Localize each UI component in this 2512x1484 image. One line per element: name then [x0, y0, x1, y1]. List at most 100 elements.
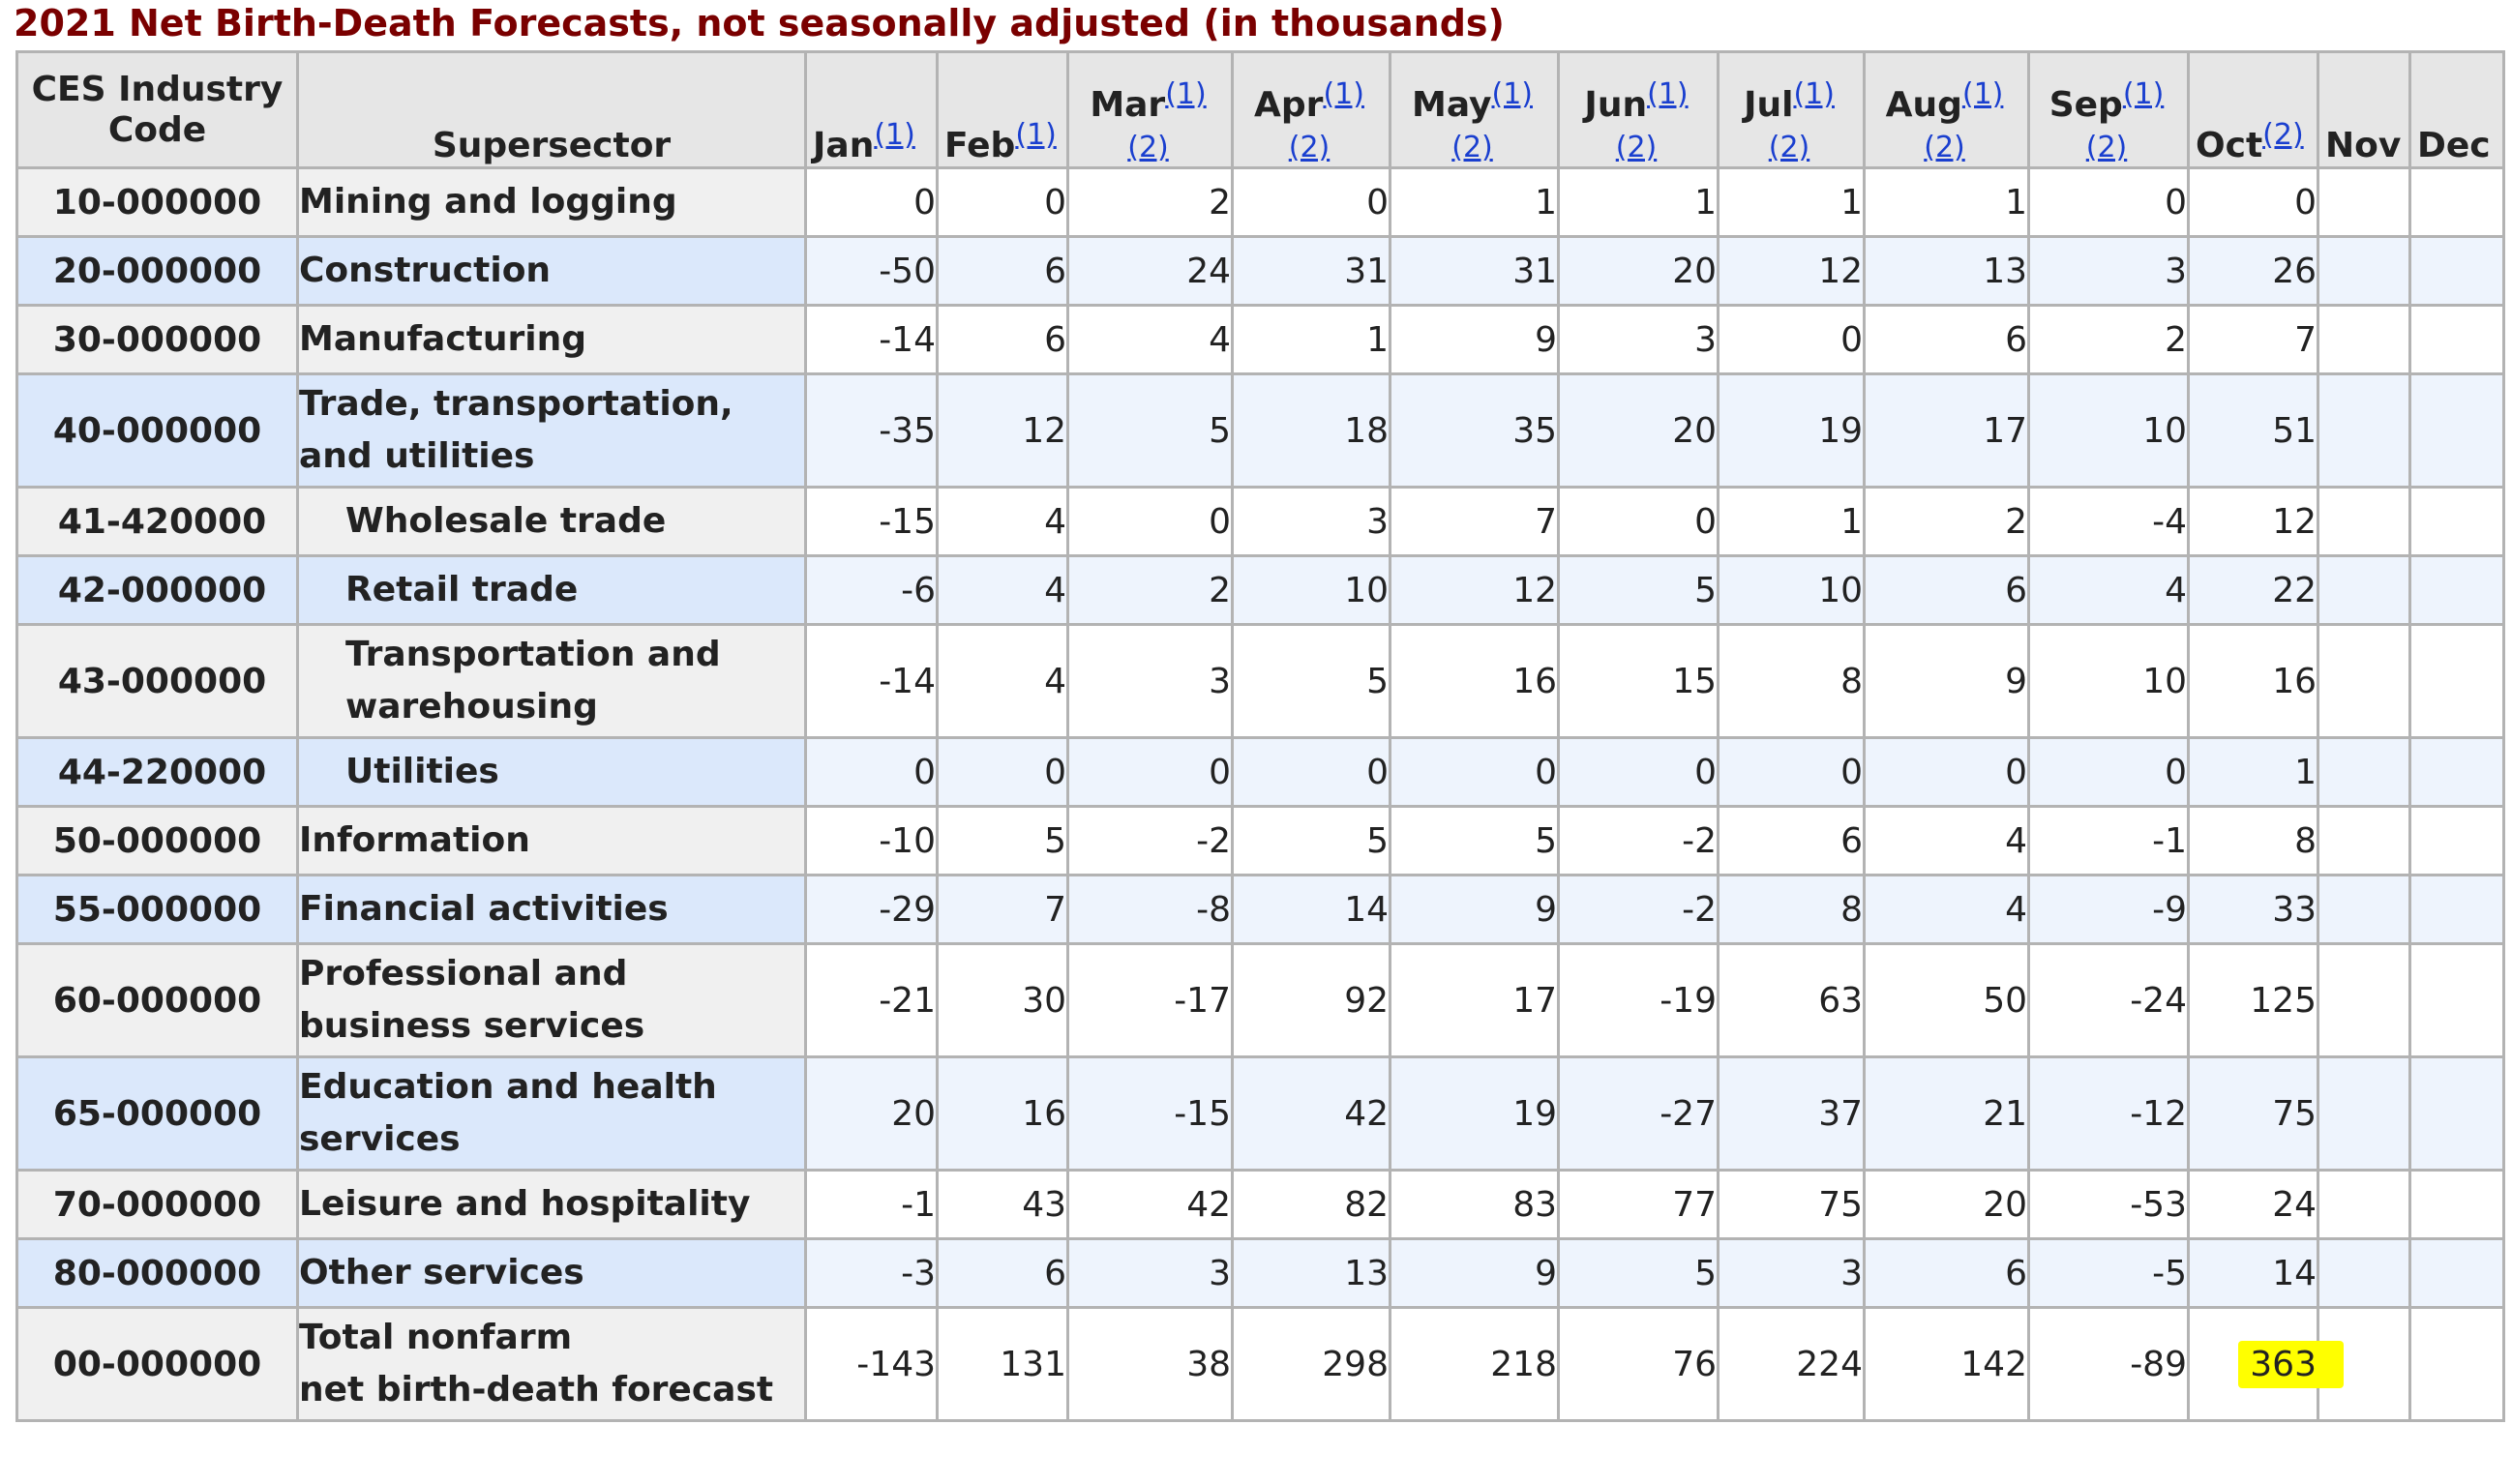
footnote-link[interactable]: (2) — [1924, 131, 1965, 164]
empty-cell — [2317, 874, 2411, 945]
supersector-line: Trade, transportation, — [299, 384, 733, 424]
footnote-link[interactable]: (2) — [1127, 131, 1169, 164]
table-row: 60-000000 Professional and business servic… — [15, 942, 2505, 1058]
value-cell: 1 — [1717, 486, 1866, 557]
month-label: Oct — [2196, 126, 2263, 165]
empty-cell — [2317, 942, 2411, 1058]
value-cell: -143 — [804, 1306, 939, 1422]
empty-cell — [2317, 805, 2411, 876]
value-cell: 5 — [1557, 1237, 1720, 1309]
footnote-link[interactable]: (1) — [1015, 118, 1057, 152]
value-cell: -3 — [804, 1237, 939, 1309]
value-cell: 125 — [2187, 942, 2319, 1058]
value-cell: 1 — [1863, 166, 2030, 238]
ces-code-cell: 60-000000 — [15, 942, 299, 1058]
empty-cell — [2408, 166, 2505, 238]
supersector-cell: Mining and logging — [296, 166, 807, 238]
footnote-link[interactable]: (1) — [1647, 77, 1689, 111]
footnote-link[interactable]: (1) — [1961, 77, 2004, 111]
value-cell: 0 — [1066, 486, 1234, 557]
supersector-line: Utilities — [345, 752, 499, 791]
footnote-link[interactable]: (2) — [2262, 118, 2304, 152]
value-cell: -14 — [804, 623, 939, 739]
value-cell: 3 — [1066, 623, 1234, 739]
value-cell: 5 — [1231, 623, 1391, 739]
supersector-cell: Retail trade — [296, 554, 807, 626]
footnote-link[interactable]: (1) — [1323, 77, 1364, 111]
supersector-cell: Leisure and hospitality — [296, 1169, 807, 1240]
ces-code-cell: 70-000000 — [15, 1169, 299, 1240]
value-cell: 6 — [1863, 554, 2030, 626]
supersector-cell: Financial activities — [296, 874, 807, 945]
footnote-link[interactable]: (2) — [1451, 131, 1493, 164]
footnote-link[interactable]: (2) — [1288, 131, 1331, 164]
value-cell: 42 — [1066, 1169, 1234, 1240]
table-row: 00-000000 Total nonfarm net birth-death fo… — [15, 1306, 2505, 1422]
value-cell: 5 — [1557, 554, 1720, 626]
value-cell: -2 — [1557, 874, 1720, 945]
value-cell: 16 — [936, 1055, 1069, 1172]
month-label: Apr — [1254, 85, 1324, 125]
month-label: Jun — [1584, 85, 1648, 125]
value-cell: 13 — [1231, 1237, 1391, 1309]
footnote-link[interactable]: (2) — [2085, 131, 2128, 164]
ces-code-cell: 55-000000 — [15, 874, 299, 945]
value-cell: 77 — [1557, 1169, 1720, 1240]
footnote-link[interactable]: (1) — [874, 118, 915, 152]
value-cell: 31 — [1389, 235, 1560, 307]
value-cell: 1 — [1231, 304, 1391, 375]
footnote-link[interactable]: (1) — [1491, 77, 1533, 111]
value-cell: 50 — [1863, 942, 2030, 1058]
value-cell: 7 — [936, 874, 1069, 945]
supersector-line: Wholesale trade — [345, 501, 667, 541]
value-cell: 0 — [1389, 736, 1560, 808]
value-cell: 3 — [1231, 486, 1391, 557]
value-cell: 15 — [1557, 623, 1720, 739]
month-label: Jan — [813, 126, 875, 165]
value-cell: 0 — [936, 166, 1069, 238]
table-row: 10-000000 Mining and logging 0 0 2 0 1 1 1 1 0 0 — [15, 166, 2505, 238]
footnote-link[interactable]: (1) — [1793, 77, 1835, 111]
footnote-link[interactable]: (1) — [2122, 77, 2165, 111]
value-cell: -21 — [804, 942, 939, 1058]
value-cell: 0 — [936, 736, 1069, 808]
value-cell: 10 — [1717, 554, 1866, 626]
footnote-link[interactable]: (2) — [1768, 131, 1810, 164]
ces-code-cell: 10-000000 — [15, 166, 299, 238]
header-month-jun: Jun(1) (2) — [1557, 50, 1720, 169]
value-cell: 42 — [1231, 1055, 1391, 1172]
value-cell: 6 — [936, 1237, 1069, 1309]
table-row: 30-000000 Manufacturing -14 6 4 1 9 3 0 6 2 7 — [15, 304, 2505, 375]
value-cell: 7 — [2187, 304, 2319, 375]
supersector-line: Professional and — [299, 954, 628, 994]
supersector-line: Mining and logging — [299, 182, 677, 222]
supersector-line: Information — [299, 820, 530, 860]
value-cell: 12 — [1717, 235, 1866, 307]
footnote-link[interactable]: (1) — [1165, 77, 1207, 111]
footnote-link[interactable]: (2) — [1615, 131, 1658, 164]
supersector-cell: Other services — [296, 1237, 807, 1309]
table-row: 43-000000 Transportation and warehousing -1… — [15, 623, 2505, 739]
value-cell: 0 — [2027, 736, 2190, 808]
header-month-jul: Jul(1) (2) — [1717, 50, 1866, 169]
value-cell: 5 — [1389, 805, 1560, 876]
empty-cell — [2408, 304, 2505, 375]
empty-cell — [2408, 623, 2505, 739]
value-cell: 21 — [1863, 1055, 2030, 1172]
empty-cell — [2317, 1055, 2411, 1172]
empty-cell — [2408, 554, 2505, 626]
empty-cell — [2408, 235, 2505, 307]
value-cell: 0 — [1231, 166, 1391, 238]
value-cell: 12 — [2187, 486, 2319, 557]
value-cell: -89 — [2027, 1306, 2190, 1422]
ces-code-cell: 80-000000 — [15, 1237, 299, 1309]
value-cell: 5 — [1066, 372, 1234, 489]
value-cell: 12 — [1389, 554, 1560, 626]
empty-cell — [2317, 554, 2411, 626]
value-cell: 30 — [936, 942, 1069, 1058]
supersector-cell: Manufacturing — [296, 304, 807, 375]
ces-code-cell: 44-220000 — [15, 736, 299, 808]
supersector-cell: Construction — [296, 235, 807, 307]
value-cell: 63 — [1717, 942, 1866, 1058]
value-cell: 0 — [1717, 304, 1866, 375]
